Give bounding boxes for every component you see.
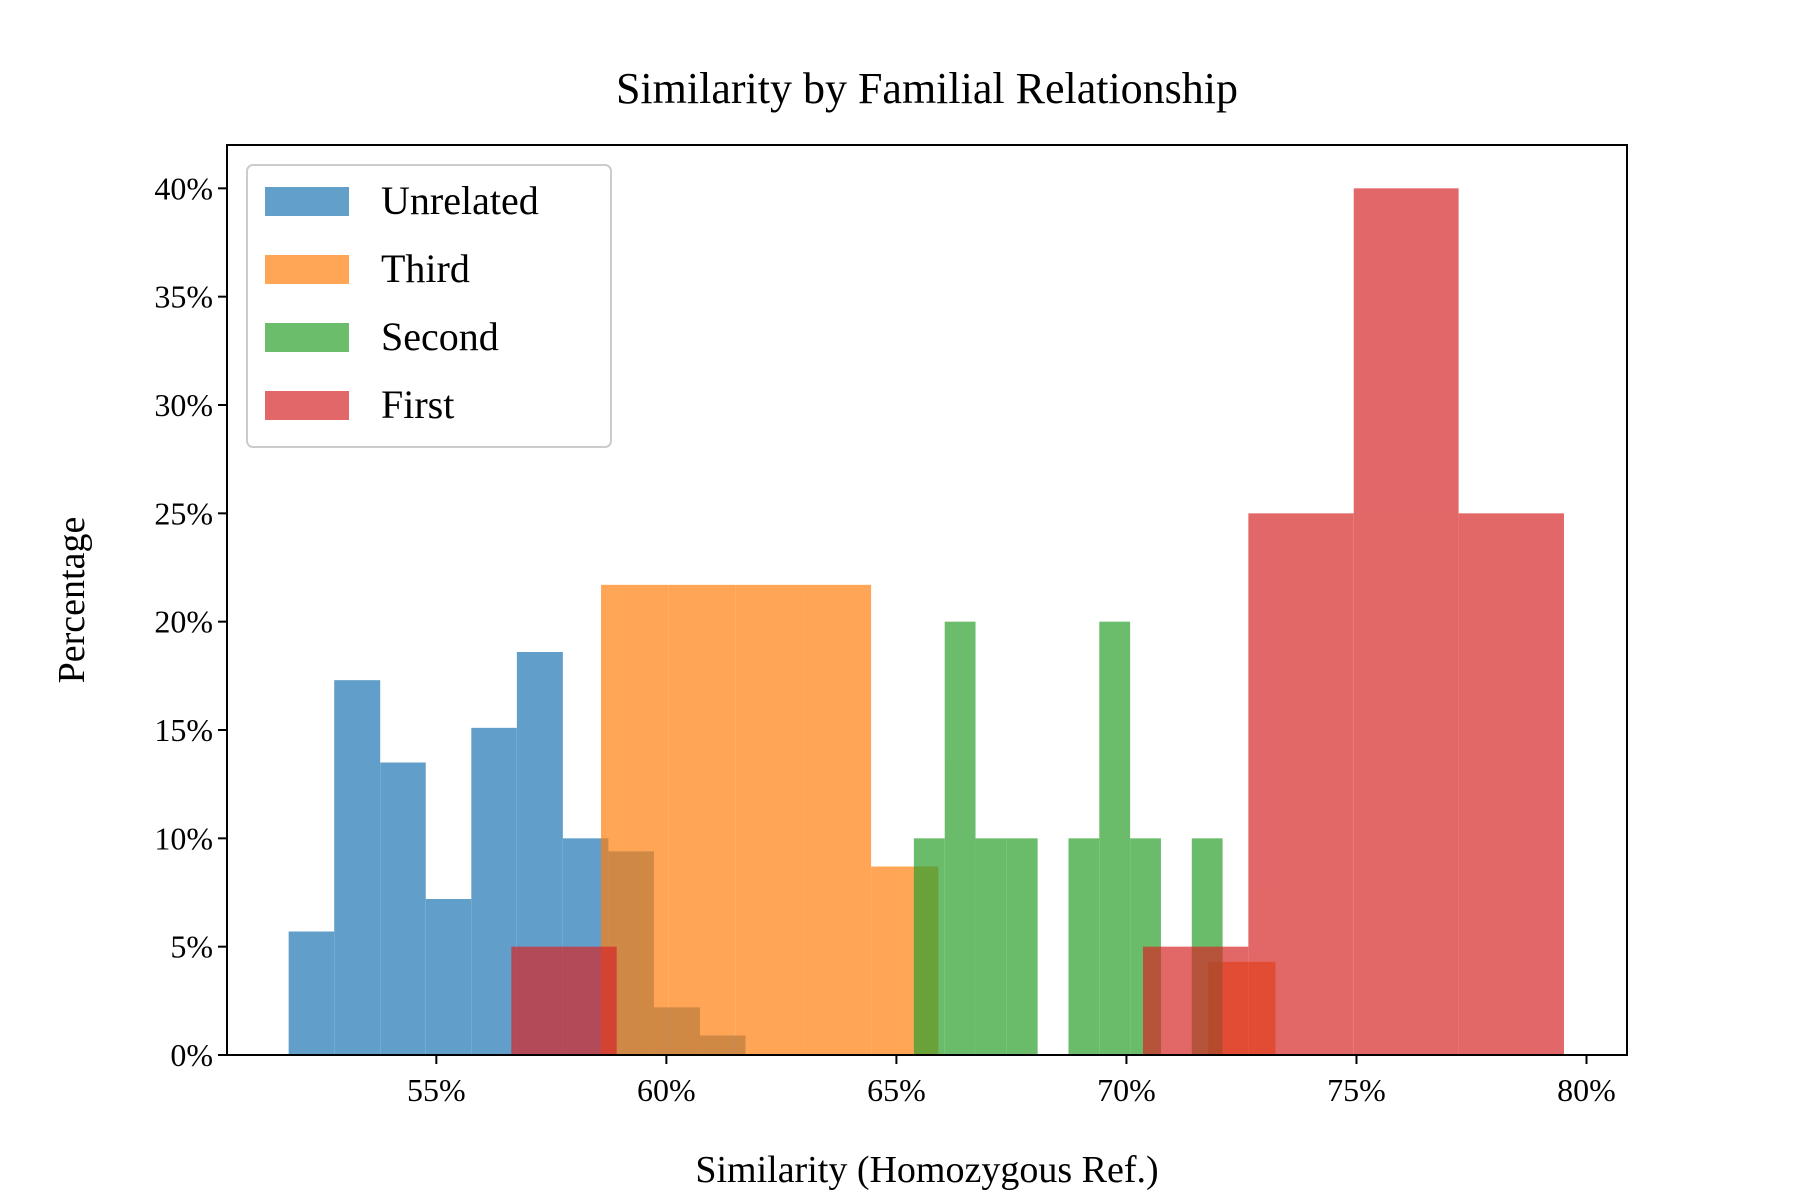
bar (471, 727, 517, 1055)
legend-swatch (265, 391, 349, 420)
bar (1068, 838, 1100, 1055)
bar (1353, 188, 1459, 1056)
series (913, 621, 1223, 1055)
series (511, 188, 1564, 1056)
bar (1248, 513, 1354, 1055)
bar (380, 762, 426, 1055)
bar (668, 584, 736, 1055)
x-axis-label: Similarity (Homozygous Ref.) (695, 1149, 1158, 1191)
legend-label: First (381, 382, 454, 427)
bar (913, 838, 945, 1055)
bar (288, 931, 335, 1055)
x-tick-label: 55% (407, 1072, 466, 1108)
bar (975, 838, 1007, 1055)
y-tick-label: 30% (154, 387, 213, 423)
bar (1143, 946, 1249, 1055)
legend-swatch (265, 255, 349, 284)
x-tick-label: 60% (637, 1072, 696, 1108)
bar (334, 680, 381, 1055)
x-tick-label: 70% (1097, 1072, 1156, 1108)
bar (1099, 621, 1131, 1055)
bar (511, 946, 617, 1055)
legend-label: Unrelated (381, 178, 539, 223)
y-tick-label: 40% (154, 170, 213, 206)
bar (803, 584, 872, 1055)
x-tick-label: 65% (867, 1072, 926, 1108)
legend-box (246, 164, 612, 448)
bar (425, 899, 472, 1055)
legend-label: Third (381, 246, 470, 291)
x-tick-label: 75% (1327, 1072, 1386, 1108)
y-tick-label: 15% (154, 712, 213, 748)
y-tick-label: 35% (154, 279, 213, 315)
x-tick-label: 80% (1557, 1072, 1616, 1108)
plot-frame (226, 144, 1628, 1056)
bar (944, 621, 976, 1055)
y-tick-label: 10% (154, 820, 213, 856)
legend-label: Second (381, 314, 499, 359)
chart-title: Similarity by Familial Relationship (616, 64, 1238, 113)
bar (1458, 513, 1564, 1055)
bar (735, 584, 804, 1055)
y-tick-label: 25% (154, 495, 213, 531)
bar (1006, 838, 1038, 1055)
y-tick-label: 5% (170, 929, 213, 965)
y-tick-label: 0% (170, 1037, 213, 1073)
y-tick-label: 20% (154, 604, 213, 640)
legend-swatch (265, 187, 349, 216)
y-axis-label: Percentage (51, 517, 93, 684)
legend-swatch (265, 323, 349, 352)
